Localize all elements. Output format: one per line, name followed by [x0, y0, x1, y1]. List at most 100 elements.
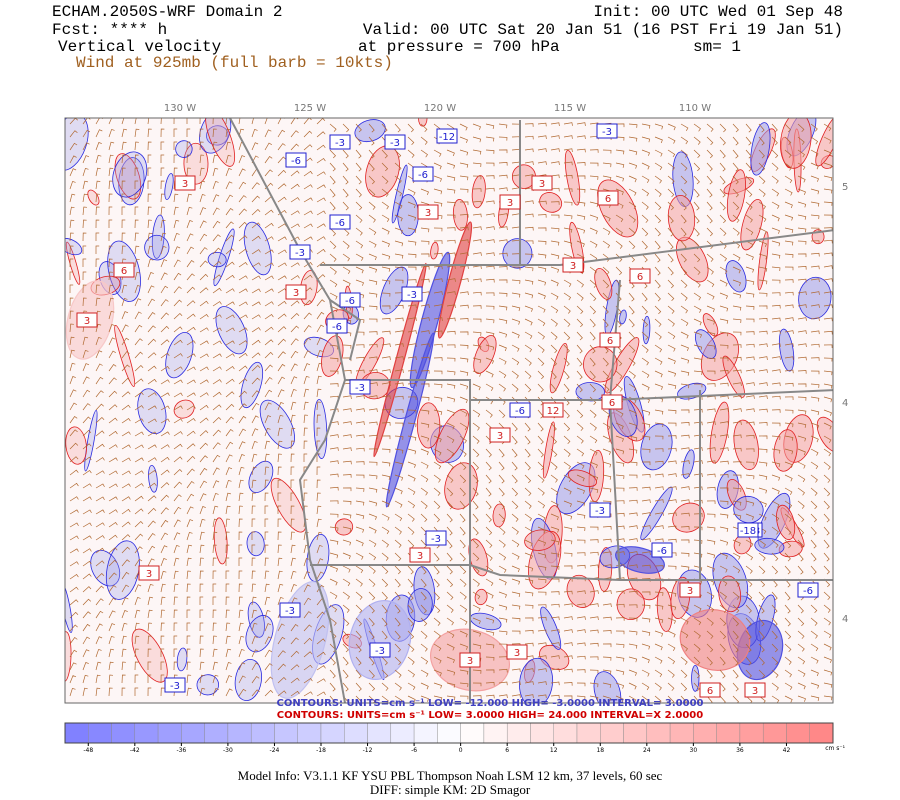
contour-label-box [412, 166, 434, 182]
map-frame [64, 117, 834, 704]
colorbar-cell [576, 722, 601, 744]
contour-label: -3 [295, 248, 305, 259]
contour-label: 3 [497, 431, 503, 442]
shaded-area [725, 260, 747, 293]
contour-label: -3 [285, 606, 295, 617]
shaded-area [672, 502, 705, 533]
shaded-area [682, 449, 695, 479]
contour-label: -6 [515, 406, 525, 417]
shaded-area [176, 647, 188, 672]
colorbar-cell [530, 722, 554, 744]
contour-label: 6 [605, 194, 611, 205]
colorbar-cell [134, 722, 159, 744]
colorbar-tick-label: 18 [596, 747, 604, 754]
colorbar-cell [762, 722, 787, 744]
contour-label-box [164, 677, 186, 693]
contour-label: -6 [345, 296, 355, 307]
border [229, 118, 347, 703]
contour-label-box [409, 547, 431, 563]
shaded-area [539, 192, 563, 213]
colorbar-cell [88, 722, 112, 744]
shaded-area [243, 221, 272, 276]
colorbar-cell [64, 722, 89, 744]
contour-label-box [589, 502, 611, 518]
lon-label: 110 W [679, 103, 711, 114]
shaded-area [524, 529, 556, 551]
title: ECHAM.2050S-WRF Domain 2 [52, 3, 282, 21]
shaded-area [733, 419, 759, 471]
contour-label-box [417, 204, 439, 220]
contour-label-box [679, 582, 701, 598]
contour-label: -12 [439, 132, 455, 143]
lon-label: 120 W [424, 103, 456, 114]
shaded-area [240, 361, 264, 409]
contour-label: -6 [291, 156, 301, 167]
shaded-area [418, 118, 428, 127]
contour-label-box [329, 134, 351, 150]
colorbar-cell [111, 722, 136, 744]
shaded-area [148, 464, 158, 493]
shaded-area [718, 575, 742, 613]
fcst: Fcst: **** h [52, 21, 167, 39]
contour-label: -6 [803, 586, 813, 597]
shaded-area [816, 416, 833, 453]
colorbar-cell [157, 722, 182, 744]
contour-label: 3 [752, 686, 758, 697]
shaded-area [183, 142, 209, 185]
shaded-area [65, 118, 89, 171]
contour-label: -3 [390, 138, 400, 149]
shaded-area [207, 251, 227, 268]
contour-label: -6 [418, 170, 428, 181]
colorbar-tick-label: -18 [316, 747, 326, 754]
colorbar-frame [64, 722, 834, 744]
colorbar-unit: cm s⁻¹ [825, 745, 845, 752]
contour-info: CONTOURS: UNITS=cm s⁻¹ LOW= 3.0000 HIGH=… [277, 710, 703, 721]
shaded-area [722, 355, 745, 398]
colorbar-tick-label: 42 [783, 747, 791, 754]
lon-label: 125 W [294, 103, 326, 114]
shaded-area [164, 173, 174, 200]
colorbar-tick-label: 24 [643, 747, 651, 754]
shaded-area [667, 194, 696, 242]
contour-label-box [326, 318, 348, 334]
shaded-area [206, 125, 229, 146]
colorbar-cell [809, 722, 834, 744]
contour-label: 6 [121, 266, 127, 277]
model-info: Model Info: V3.1.1 KF YSU PBL Thompson N… [238, 768, 663, 783]
contour-label-box [601, 394, 623, 410]
shaded-area [616, 588, 645, 621]
contour-label: 6 [637, 272, 643, 283]
shaded-area [691, 664, 700, 692]
field: Vertical velocity [58, 38, 222, 56]
shaded-area [642, 315, 651, 345]
colorbar-cell [623, 722, 648, 744]
shaded-area [65, 581, 73, 633]
contour-label-box [349, 379, 371, 395]
shaded-area [750, 122, 771, 176]
colorbar-cell [250, 722, 275, 744]
shaded-area [619, 309, 627, 325]
shaded-area [593, 671, 622, 703]
contour-label: 3 [514, 648, 520, 659]
border [320, 229, 833, 266]
shaded-area [65, 426, 87, 465]
colorbar-cell [646, 722, 671, 744]
colorbar-cell [227, 722, 252, 744]
contour-label-box [506, 644, 528, 660]
contour-label-box [744, 682, 766, 698]
shaded-area [354, 119, 386, 143]
contour-info: CONTOURS: UNITS=cm s⁻¹ LOW= -12.000 HIGH… [276, 698, 703, 709]
shaded-area [549, 342, 568, 394]
shaded-area [348, 599, 412, 681]
contour-label: 3 [570, 261, 576, 272]
colorbar-cell [320, 722, 345, 744]
colorbar-cell [669, 722, 694, 744]
contour-label-box [401, 286, 423, 302]
contour-label: -6 [332, 322, 342, 333]
contour-label-box [597, 190, 619, 206]
shaded-area [248, 460, 274, 493]
shaded-area [492, 503, 506, 528]
contour-label-box [489, 427, 511, 443]
colorbar-tick-label: -24 [270, 747, 280, 754]
contour-label-box [384, 134, 406, 150]
